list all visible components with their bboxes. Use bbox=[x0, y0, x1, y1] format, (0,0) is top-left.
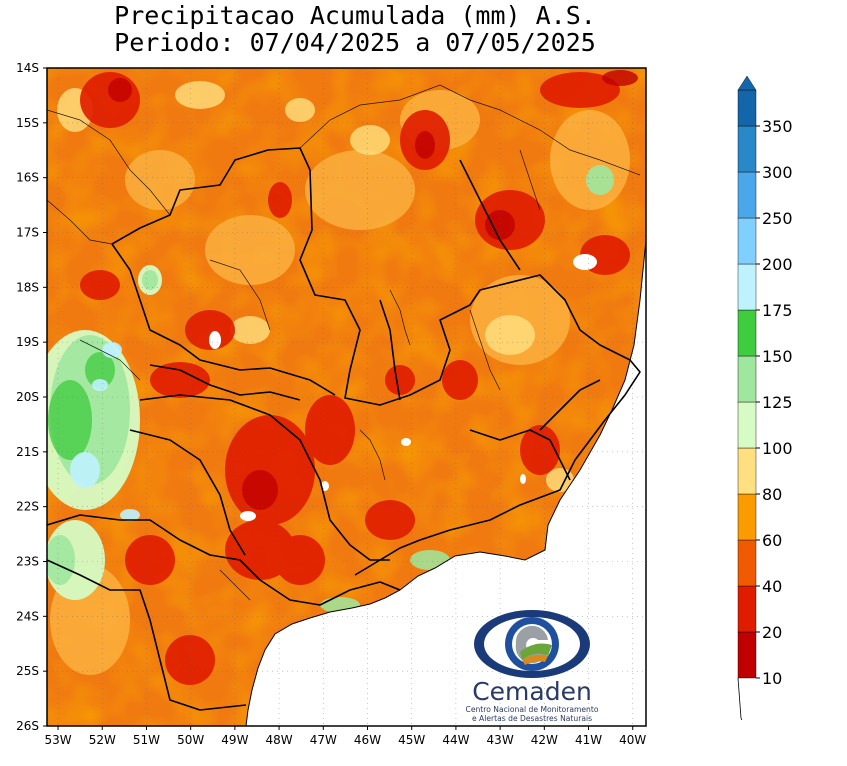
legend-swatch bbox=[737, 125, 757, 173]
legend-label: 60 bbox=[762, 531, 782, 550]
legend-swatch bbox=[737, 171, 757, 219]
map-title: Precipitacao Acumulada (mm) A.S. bbox=[114, 1, 596, 30]
precipitation-map: 53W 52W 51W 50W 49W 48W 47W 46W 45W 44W 43W 42W 41W 4… bbox=[16, 61, 647, 747]
lon-tick-label: 48W bbox=[266, 733, 293, 747]
lat-tick-label: 24S bbox=[16, 609, 39, 623]
lat-tick-label: 26S bbox=[16, 719, 39, 733]
color-legend: 10 20 40 60 80 100 125 150 175 200 250 300 350 bbox=[737, 75, 793, 720]
legend-top-arrow-icon bbox=[737, 75, 757, 91]
legend-tail bbox=[737, 677, 743, 720]
legend-label: 250 bbox=[762, 209, 793, 228]
legend-swatch bbox=[737, 355, 757, 403]
legend-swatch bbox=[737, 309, 757, 357]
lon-tick-label: 53W bbox=[44, 733, 71, 747]
legend-label: 175 bbox=[762, 301, 793, 320]
legend-swatch bbox=[737, 401, 757, 449]
lat-tick-label: 19S bbox=[16, 335, 39, 349]
legend-label: 125 bbox=[762, 393, 793, 412]
lon-tick-label: 50W bbox=[177, 733, 204, 747]
lon-tick-label: 45W bbox=[398, 733, 425, 747]
lat-tick-label: 17S bbox=[16, 226, 39, 240]
legend-swatch bbox=[737, 89, 757, 127]
lon-tick-label: 49W bbox=[221, 733, 248, 747]
lon-tick-label: 44W bbox=[442, 733, 469, 747]
lat-tick-label: 18S bbox=[16, 280, 39, 294]
logo-subtitle-2: e Alertas de Desastres Naturais bbox=[472, 714, 592, 723]
legend-swatch bbox=[737, 263, 757, 311]
logo-name: Cemaden bbox=[472, 677, 592, 706]
lat-tick-label: 15S bbox=[16, 116, 39, 130]
lat-tick-label: 25S bbox=[16, 664, 39, 678]
lat-tick-label: 16S bbox=[16, 171, 39, 185]
legend-label: 100 bbox=[762, 439, 793, 458]
lon-tick-label: 52W bbox=[89, 733, 116, 747]
legend-swatch bbox=[737, 631, 757, 679]
legend-swatch bbox=[737, 493, 757, 541]
legend-swatch bbox=[737, 585, 757, 633]
logo-subtitle-1: Centro Nacional de Monitoramento bbox=[466, 705, 599, 714]
lon-tick-label: 41W bbox=[575, 733, 602, 747]
legend-label: 300 bbox=[762, 163, 793, 182]
legend-label: 200 bbox=[762, 255, 793, 274]
legend-swatch bbox=[737, 539, 757, 587]
lon-tick-label: 42W bbox=[531, 733, 558, 747]
state-borders bbox=[47, 147, 641, 711]
river-lines bbox=[47, 84, 641, 601]
legend-label: 10 bbox=[762, 669, 782, 688]
map-period: Periodo: 07/04/2025 a 07/05/2025 bbox=[114, 28, 596, 57]
lat-tick-label: 20S bbox=[16, 390, 39, 404]
legend-label: 40 bbox=[762, 577, 782, 596]
legend-label: 20 bbox=[762, 623, 782, 642]
legend-label: 150 bbox=[762, 347, 793, 366]
lon-tick-label: 46W bbox=[354, 733, 381, 747]
cemaden-logo: Cemaden Centro Nacional de Monitoramento… bbox=[466, 610, 599, 723]
lat-tick-label: 23S bbox=[16, 555, 39, 569]
coastline bbox=[245, 239, 646, 726]
legend-label: 350 bbox=[762, 117, 793, 136]
lat-tick-label: 21S bbox=[16, 445, 39, 459]
legend-label: 80 bbox=[762, 485, 782, 504]
lat-tick-label: 14S bbox=[16, 61, 39, 75]
legend-swatch bbox=[737, 447, 757, 495]
lon-tick-label: 40W bbox=[619, 733, 646, 747]
lon-tick-label: 47W bbox=[310, 733, 337, 747]
lon-tick-label: 51W bbox=[133, 733, 160, 747]
lat-axis: 14S 15S 16S 17S 18S 19S 20S 21S 22S 23S 24S 25S 26S bbox=[16, 61, 47, 733]
lon-tick-label: 43W bbox=[487, 733, 514, 747]
lat-tick-label: 22S bbox=[16, 500, 39, 514]
legend-swatch bbox=[737, 217, 757, 265]
lon-axis: 53W 52W 51W 50W 49W 48W 47W 46W 45W 44W 43W 42W 41W 4… bbox=[44, 726, 646, 747]
